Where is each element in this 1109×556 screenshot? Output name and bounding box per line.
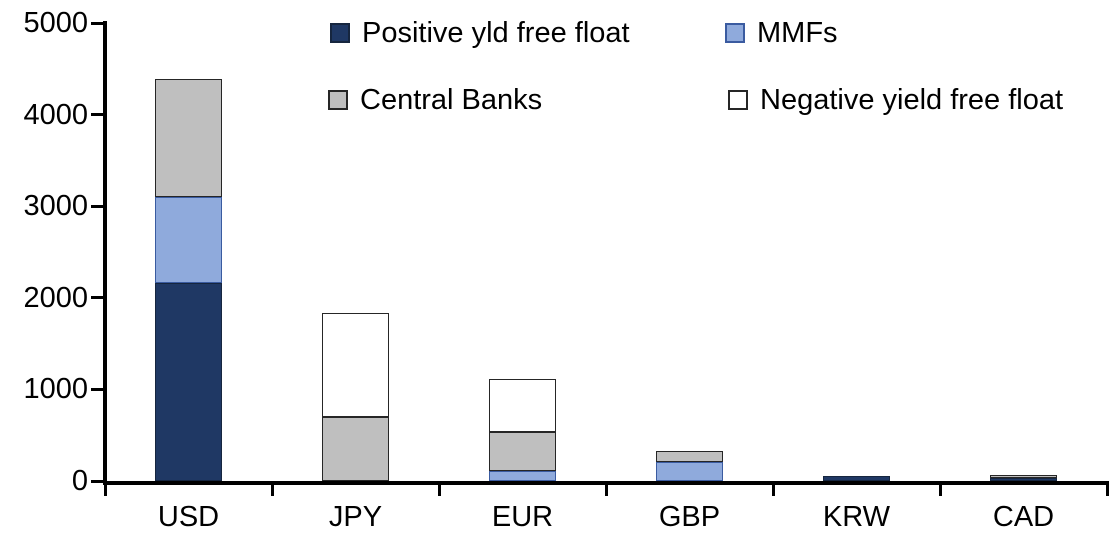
legend-label-negative-yield-free-float: Negative yield free float — [760, 83, 1064, 116]
y-axis-tick — [91, 387, 105, 391]
bar-segment-cad-0 — [990, 478, 1057, 481]
y-axis-tick-label: 0 — [71, 465, 88, 497]
y-axis-line — [103, 21, 107, 485]
bar-segment-eur-2 — [489, 432, 556, 471]
x-axis-tick — [103, 481, 107, 496]
x-axis-tick — [938, 481, 942, 496]
legend-label-central-banks: Central Banks — [360, 83, 543, 116]
y-axis-tick-label: 5000 — [23, 7, 88, 40]
legend-label-mmfs: MMFs — [757, 16, 838, 49]
bar-segment-gbp-2 — [656, 450, 723, 462]
legend-item-negative-yield-free-float: Negative yield free float — [728, 84, 1063, 116]
bar-segment-usd-1 — [155, 197, 222, 284]
legend-item-mmfs: MMFs — [725, 17, 838, 49]
y-axis-tick-label: 1000 — [23, 373, 88, 406]
x-axis-tick — [1105, 481, 1109, 496]
legend-swatch-central-banks — [328, 90, 348, 110]
bar-segment-usd-2 — [155, 79, 222, 198]
y-axis-tick — [91, 204, 105, 208]
legend-item-central-banks: Central Banks — [328, 84, 542, 116]
x-axis-tick — [604, 481, 608, 496]
legend-item-positive-yld-free-float: Positive yld free float — [330, 17, 630, 49]
bar-segment-usd-0 — [155, 283, 222, 481]
y-axis-tick-label: 3000 — [23, 190, 88, 223]
y-axis-tick — [91, 296, 105, 300]
y-axis-tick — [91, 479, 105, 483]
y-axis-tick — [91, 113, 105, 117]
legend-swatch-positive-yld-free-float — [330, 23, 350, 43]
x-axis-category-label: USD — [157, 501, 220, 533]
legend-label-positive-yld-free-float: Positive yld free float — [362, 16, 630, 49]
x-axis-tick — [437, 481, 441, 496]
x-axis-category-label: EUR — [491, 501, 554, 533]
x-axis-category-label: JPY — [328, 501, 383, 533]
x-axis-tick — [771, 481, 775, 496]
x-axis-category-label: CAD — [992, 501, 1055, 533]
bar-segment-eur-3 — [489, 378, 556, 433]
bar-segment-jpy-2 — [322, 416, 389, 481]
bar-segment-cad-2 — [990, 474, 1057, 479]
bar-segment-krw-0 — [823, 476, 890, 481]
legend-swatch-mmfs — [725, 23, 745, 43]
bar-segment-jpy-3 — [322, 312, 389, 417]
y-axis-tick — [91, 21, 105, 25]
legend-swatch-negative-yield-free-float — [728, 90, 748, 110]
y-axis-tick-label: 4000 — [23, 98, 88, 131]
y-axis-tick-label: 2000 — [23, 281, 88, 314]
bar-segment-eur-1 — [489, 470, 556, 481]
bar-segment-gbp-1 — [656, 461, 723, 481]
x-axis-tick — [270, 481, 274, 496]
x-axis-category-label: GBP — [658, 501, 721, 533]
x-axis-category-label: KRW — [822, 501, 891, 533]
